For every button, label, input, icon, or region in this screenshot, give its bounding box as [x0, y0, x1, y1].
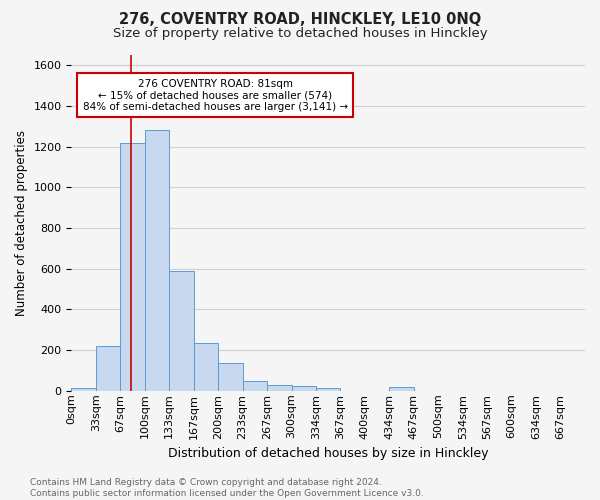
Text: 276 COVENTRY ROAD: 81sqm
← 15% of detached houses are smaller (574)
84% of semi-: 276 COVENTRY ROAD: 81sqm ← 15% of detach… [83, 78, 348, 112]
Bar [121, 142, 145, 391]
Bar [169, 271, 194, 391]
Bar [292, 386, 316, 391]
Bar [316, 388, 340, 391]
Bar [71, 388, 96, 391]
Bar [145, 130, 169, 391]
Bar [96, 346, 121, 391]
Text: Contains HM Land Registry data © Crown copyright and database right 2024.
Contai: Contains HM Land Registry data © Crown c… [30, 478, 424, 498]
Bar [242, 381, 267, 391]
Text: 276, COVENTRY ROAD, HINCKLEY, LE10 0NQ: 276, COVENTRY ROAD, HINCKLEY, LE10 0NQ [119, 12, 481, 28]
Bar [267, 385, 292, 391]
Text: Size of property relative to detached houses in Hinckley: Size of property relative to detached ho… [113, 28, 487, 40]
Y-axis label: Number of detached properties: Number of detached properties [15, 130, 28, 316]
X-axis label: Distribution of detached houses by size in Hinckley: Distribution of detached houses by size … [168, 447, 488, 460]
Bar [218, 364, 242, 391]
Bar [194, 343, 218, 391]
Bar [389, 387, 414, 391]
